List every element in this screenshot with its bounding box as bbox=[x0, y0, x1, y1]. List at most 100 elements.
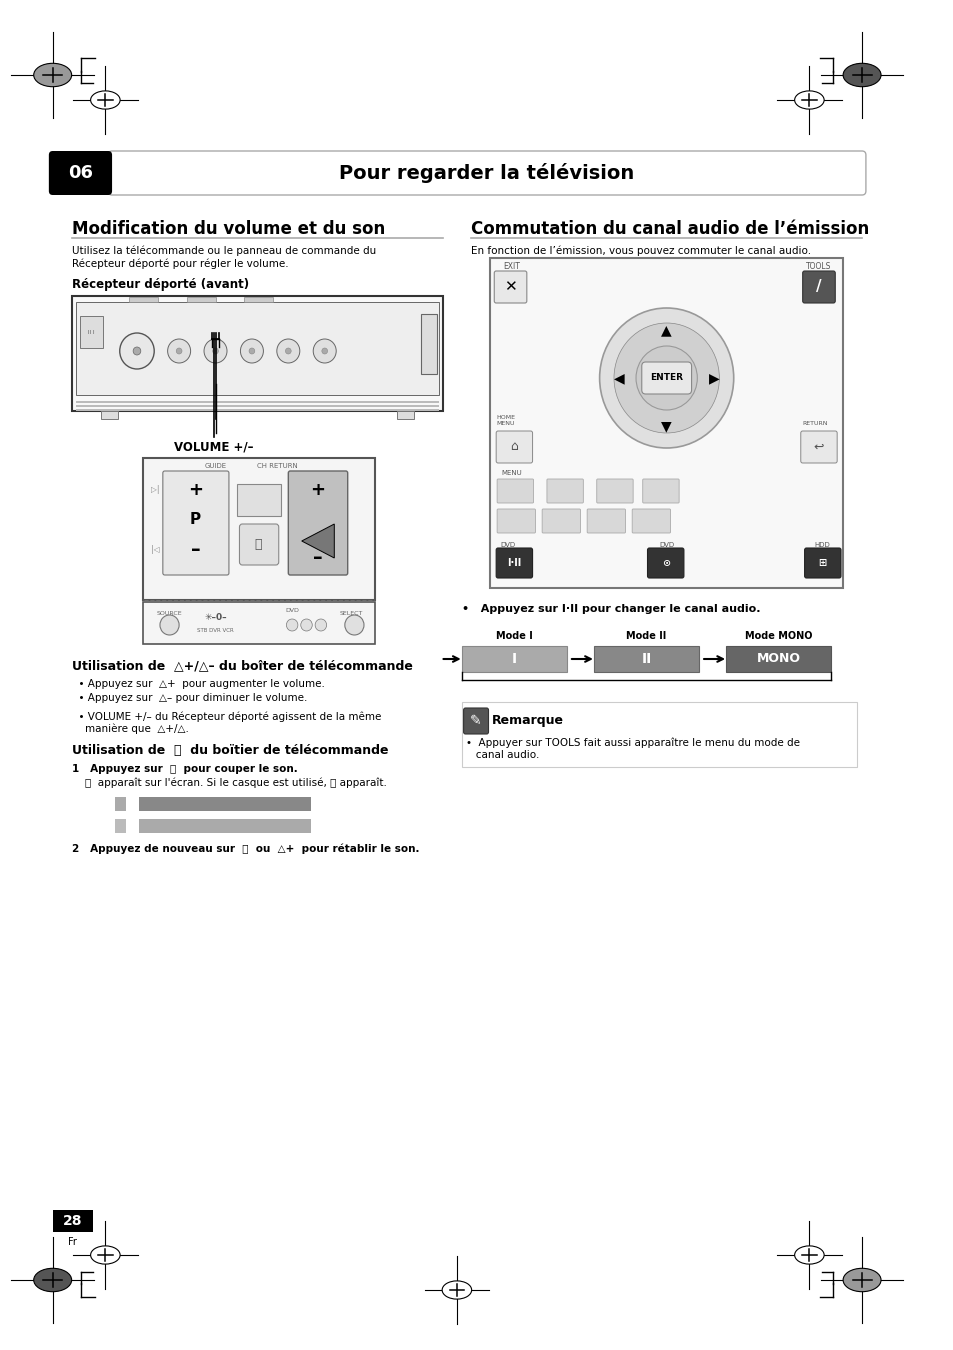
Circle shape bbox=[249, 348, 254, 354]
Circle shape bbox=[160, 616, 179, 634]
Text: • Appuyez sur  △– pour diminuer le volume.: • Appuyez sur △– pour diminuer le volume… bbox=[71, 693, 307, 703]
Ellipse shape bbox=[91, 1246, 120, 1264]
Text: manière que  △+/△.: manière que △+/△. bbox=[71, 724, 189, 734]
Bar bbox=[79, 316, 103, 348]
Circle shape bbox=[599, 308, 733, 448]
FancyBboxPatch shape bbox=[546, 479, 582, 504]
Bar bbox=[75, 405, 438, 406]
Text: ⌂: ⌂ bbox=[510, 440, 517, 454]
Circle shape bbox=[240, 339, 263, 363]
Circle shape bbox=[344, 616, 364, 634]
Text: Pour regarder la télévision: Pour regarder la télévision bbox=[339, 163, 634, 184]
FancyBboxPatch shape bbox=[143, 458, 375, 599]
Circle shape bbox=[133, 347, 141, 355]
Circle shape bbox=[120, 333, 154, 369]
Text: Remarque: Remarque bbox=[492, 714, 564, 728]
Bar bbox=[100, 410, 117, 418]
Text: II I: II I bbox=[88, 329, 94, 335]
Text: •   Appuyez sur I·II pour changer le canal audio.: • Appuyez sur I·II pour changer le canal… bbox=[461, 603, 760, 614]
Text: Commutation du canal audio de l’émission: Commutation du canal audio de l’émission bbox=[471, 220, 868, 238]
Bar bbox=[75, 409, 438, 410]
Text: I: I bbox=[511, 652, 517, 666]
Circle shape bbox=[204, 339, 227, 363]
Text: •  Appuyer sur TOOLS fait aussi apparaître le menu du mode de
   canal audio.: • Appuyer sur TOOLS fait aussi apparaîtr… bbox=[465, 738, 799, 760]
Text: RETURN: RETURN bbox=[801, 421, 827, 427]
Text: Mode MONO: Mode MONO bbox=[744, 630, 812, 641]
Text: VOLUME +/–: VOLUME +/– bbox=[173, 440, 253, 454]
Bar bbox=[594, 647, 699, 672]
Text: • Appuyez sur  △+  pour augmenter le volume.: • Appuyez sur △+ pour augmenter le volum… bbox=[71, 679, 324, 688]
Text: Utilisez la télécommande ou le panneau de commande du
Récepteur déporté pour rég: Utilisez la télécommande ou le panneau d… bbox=[71, 246, 375, 269]
FancyBboxPatch shape bbox=[143, 602, 375, 644]
Text: Utilisation de  △+/△– du boîter de télécommande: Utilisation de △+/△– du boîter de téléco… bbox=[71, 659, 413, 672]
Text: • VOLUME +/– du Récepteur déporté agissent de la même: • VOLUME +/– du Récepteur déporté agisse… bbox=[71, 711, 381, 721]
Text: CH RETURN: CH RETURN bbox=[257, 463, 298, 468]
Text: MENU: MENU bbox=[500, 470, 521, 477]
Ellipse shape bbox=[794, 90, 823, 109]
Bar bbox=[114, 796, 127, 811]
Bar bbox=[139, 819, 311, 833]
Circle shape bbox=[300, 620, 312, 630]
Text: ◀: ◀ bbox=[613, 371, 623, 385]
Text: En fonction de l’émission, vous pouvez commuter le canal audio.: En fonction de l’émission, vous pouvez c… bbox=[471, 246, 811, 256]
Text: DVD: DVD bbox=[499, 541, 515, 548]
Text: 06: 06 bbox=[68, 163, 92, 182]
Bar bbox=[236, 485, 280, 516]
Text: 🔇: 🔇 bbox=[254, 539, 262, 552]
Text: 🔇  apparaît sur l'écran. Si le casque est utilisé, 🎧 apparaît.: 🔇 apparaît sur l'écran. Si le casque est… bbox=[71, 778, 386, 787]
FancyBboxPatch shape bbox=[497, 509, 535, 533]
Bar bbox=[725, 647, 831, 672]
Text: –: – bbox=[313, 548, 322, 567]
Ellipse shape bbox=[33, 1268, 71, 1292]
Text: 2   Appuyez de nouveau sur  🔇  ou  △+  pour rétablir le son.: 2 Appuyez de nouveau sur 🔇 ou △+ pour ré… bbox=[71, 844, 419, 855]
FancyBboxPatch shape bbox=[461, 702, 857, 767]
Text: EXIT: EXIT bbox=[502, 262, 519, 271]
Text: ⊞: ⊞ bbox=[818, 558, 826, 568]
Bar bbox=[461, 647, 566, 672]
Text: I·II: I·II bbox=[507, 558, 521, 568]
Bar bbox=[244, 297, 273, 302]
Circle shape bbox=[614, 323, 719, 433]
Bar bbox=[52, 1210, 92, 1233]
Text: SELECT: SELECT bbox=[339, 612, 363, 616]
Text: Récepteur déporté (avant): Récepteur déporté (avant) bbox=[71, 278, 249, 292]
Bar bbox=[396, 410, 414, 418]
Text: –: – bbox=[191, 540, 200, 559]
Text: DVD: DVD bbox=[285, 608, 299, 613]
FancyBboxPatch shape bbox=[49, 151, 112, 194]
Bar bbox=[75, 302, 438, 396]
FancyBboxPatch shape bbox=[632, 509, 670, 533]
Circle shape bbox=[321, 348, 327, 354]
FancyBboxPatch shape bbox=[586, 509, 625, 533]
FancyBboxPatch shape bbox=[647, 548, 683, 578]
FancyBboxPatch shape bbox=[463, 707, 488, 734]
Text: ▼: ▼ bbox=[660, 418, 671, 433]
Text: SOURCE: SOURCE bbox=[157, 612, 183, 616]
FancyBboxPatch shape bbox=[108, 151, 865, 194]
FancyBboxPatch shape bbox=[163, 471, 229, 575]
Ellipse shape bbox=[33, 63, 71, 86]
Text: 28: 28 bbox=[63, 1214, 83, 1228]
FancyBboxPatch shape bbox=[239, 524, 278, 566]
Text: |◁: |◁ bbox=[152, 544, 160, 554]
Text: Mode I: Mode I bbox=[496, 630, 532, 641]
Text: +: + bbox=[310, 481, 325, 500]
FancyBboxPatch shape bbox=[497, 479, 533, 504]
Bar bbox=[114, 819, 127, 833]
Text: HDD: HDD bbox=[813, 541, 829, 548]
Text: STB DVR VCR: STB DVR VCR bbox=[197, 628, 233, 633]
FancyBboxPatch shape bbox=[541, 509, 579, 533]
FancyBboxPatch shape bbox=[801, 271, 835, 302]
Text: P: P bbox=[190, 512, 201, 526]
FancyBboxPatch shape bbox=[494, 271, 526, 302]
Text: /: / bbox=[816, 279, 821, 294]
Text: ✳–0–: ✳–0– bbox=[204, 613, 227, 622]
Text: ⊙: ⊙ bbox=[661, 558, 669, 568]
Text: ✕: ✕ bbox=[503, 279, 517, 294]
Text: Modification du volume et du son: Modification du volume et du son bbox=[71, 220, 385, 238]
Circle shape bbox=[313, 339, 335, 363]
Text: ▶: ▶ bbox=[708, 371, 720, 385]
Text: ↩: ↩ bbox=[813, 440, 823, 454]
Text: MONO: MONO bbox=[756, 652, 800, 666]
FancyBboxPatch shape bbox=[496, 548, 532, 578]
